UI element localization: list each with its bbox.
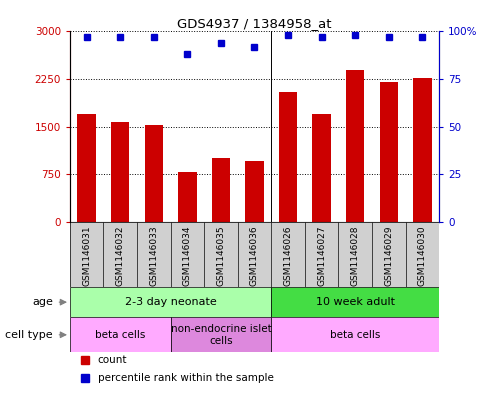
Text: GSM1146033: GSM1146033	[149, 225, 158, 286]
Bar	[346, 70, 364, 222]
Bar	[70, 287, 271, 317]
Bar	[245, 161, 263, 222]
Bar	[271, 287, 439, 317]
Bar	[171, 317, 271, 353]
Bar	[70, 222, 439, 287]
Title: GDS4937 / 1384958_at: GDS4937 / 1384958_at	[177, 17, 332, 30]
Bar	[70, 222, 103, 287]
Bar	[380, 82, 398, 222]
Text: 2-3 day neonate: 2-3 day neonate	[125, 297, 217, 307]
Bar	[103, 222, 137, 287]
Bar	[171, 222, 204, 287]
Text: GSM1146029: GSM1146029	[384, 225, 393, 286]
Text: beta cells: beta cells	[330, 330, 380, 340]
Bar	[238, 222, 271, 287]
Text: GSM1146026: GSM1146026	[283, 225, 292, 286]
Bar	[77, 114, 96, 222]
Bar	[70, 317, 171, 353]
Text: GSM1146028: GSM1146028	[351, 225, 360, 286]
Bar	[338, 222, 372, 287]
Text: GSM1146034: GSM1146034	[183, 225, 192, 286]
Bar	[178, 173, 197, 222]
Bar	[413, 78, 432, 222]
Text: beta cells: beta cells	[95, 330, 145, 340]
Text: GSM1146027: GSM1146027	[317, 225, 326, 286]
Text: GSM1146030: GSM1146030	[418, 225, 427, 286]
Bar	[111, 122, 129, 222]
Text: cell type: cell type	[5, 330, 53, 340]
Bar	[279, 92, 297, 222]
Bar	[406, 222, 439, 287]
Text: percentile rank within the sample: percentile rank within the sample	[98, 373, 273, 383]
Bar	[271, 317, 439, 353]
Bar	[372, 222, 406, 287]
Text: count: count	[98, 354, 127, 365]
Text: non-endocrine islet
cells: non-endocrine islet cells	[171, 324, 271, 345]
Bar	[271, 222, 305, 287]
Text: GSM1146035: GSM1146035	[217, 225, 226, 286]
Bar	[212, 158, 230, 222]
Text: GSM1146031: GSM1146031	[82, 225, 91, 286]
Bar	[145, 125, 163, 222]
Bar	[312, 114, 331, 222]
Bar	[204, 222, 238, 287]
Text: GSM1146036: GSM1146036	[250, 225, 259, 286]
Text: age: age	[32, 297, 53, 307]
Bar	[137, 222, 171, 287]
Bar	[305, 222, 338, 287]
Text: 10 week adult: 10 week adult	[316, 297, 395, 307]
Text: GSM1146032: GSM1146032	[116, 225, 125, 286]
